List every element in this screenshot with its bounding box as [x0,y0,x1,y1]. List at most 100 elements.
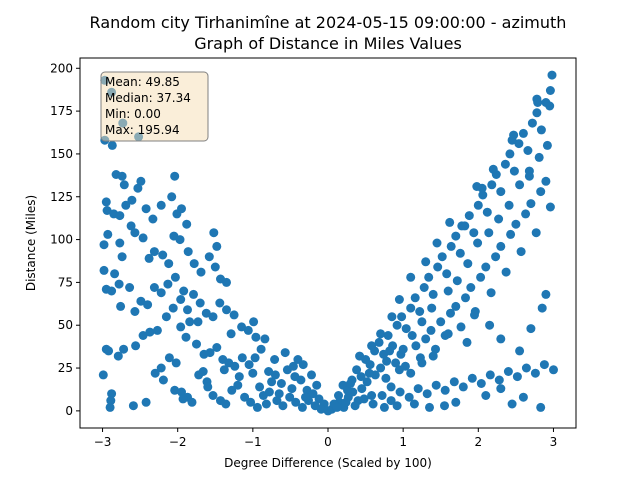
data-point [442,269,452,279]
chart-title-line-1: Random city Tirhanimîne at 2024-05-15 09… [90,13,567,32]
data-point [156,363,166,373]
data-point [276,379,286,388]
data-point [457,221,467,231]
data-point [156,200,166,210]
data-point [176,322,186,332]
data-point [428,351,438,361]
scatter-points [98,70,558,416]
data-point [376,363,386,373]
data-point [506,229,516,239]
data-point [264,367,274,376]
data-point [407,331,417,340]
data-point [185,317,195,327]
y-tick-label: 100 [50,233,73,247]
data-point [503,367,513,376]
data-point [117,252,127,262]
data-point [443,329,453,339]
data-point [128,401,138,411]
data-point [195,298,205,308]
data-point [507,399,517,409]
data-point [376,329,386,339]
data-point [509,166,519,176]
data-point [491,252,501,262]
data-point [116,301,126,311]
data-point [526,199,536,209]
data-point [485,320,495,330]
data-point [432,238,442,248]
data-point [484,228,494,238]
data-point [365,360,375,370]
data-point [443,286,453,296]
data-point [446,241,456,251]
data-point [541,289,551,299]
data-point [136,176,146,186]
data-point [158,250,168,260]
data-point [494,214,504,224]
data-point [451,301,461,311]
y-tick-label: 50 [58,318,73,332]
data-point [189,289,198,299]
data-point [425,402,434,412]
data-point [549,365,558,375]
data-point [545,86,555,95]
data-point [521,363,531,373]
data-point [250,353,260,363]
data-point [227,385,237,395]
data-point [212,343,222,352]
data-point [237,353,247,363]
data-point [521,209,531,219]
data-point [518,392,528,402]
data-point [383,331,393,340]
data-point [476,272,486,282]
data-point [387,312,397,322]
data-point [473,200,483,210]
data-point [343,385,352,395]
data-point [332,402,342,412]
data-point [352,365,362,375]
data-point [104,346,114,356]
data-point [385,346,395,356]
data-point [106,396,116,406]
data-point [433,262,443,272]
data-point [534,152,544,162]
data-point [101,197,111,207]
data-point [222,277,231,287]
data-point [364,368,374,378]
data-point [209,228,219,238]
data-point [391,358,401,368]
data-point [346,379,355,388]
data-point [341,397,351,407]
data-point [464,211,474,221]
data-point [398,344,408,354]
data-point [274,389,284,399]
data-point [526,324,536,334]
data-point [187,397,197,407]
data-point [514,139,524,149]
data-point [392,320,402,330]
data-point [114,279,124,289]
y-axis-label: Distance (Miles) [24,195,38,291]
stats-max: Max: 195.94 [105,123,180,137]
stats-median: Median: 37.34 [105,91,191,105]
data-point [243,325,253,335]
data-point [156,288,166,298]
data-point [462,337,472,347]
data-point [212,241,222,251]
data-point [288,361,298,371]
data-point [307,370,316,380]
data-point [176,295,186,304]
data-point [240,392,250,402]
x-tick-label: 3 [550,435,558,449]
data-point [516,247,526,257]
data-point [406,368,416,378]
data-point [542,140,552,150]
data-point [177,204,186,214]
data-point [537,303,547,313]
data-point [470,310,479,320]
data-point [198,367,208,376]
stats-min: Min: 0.00 [105,107,161,121]
data-point [547,70,557,80]
data-point [291,397,301,407]
data-point [536,402,546,412]
